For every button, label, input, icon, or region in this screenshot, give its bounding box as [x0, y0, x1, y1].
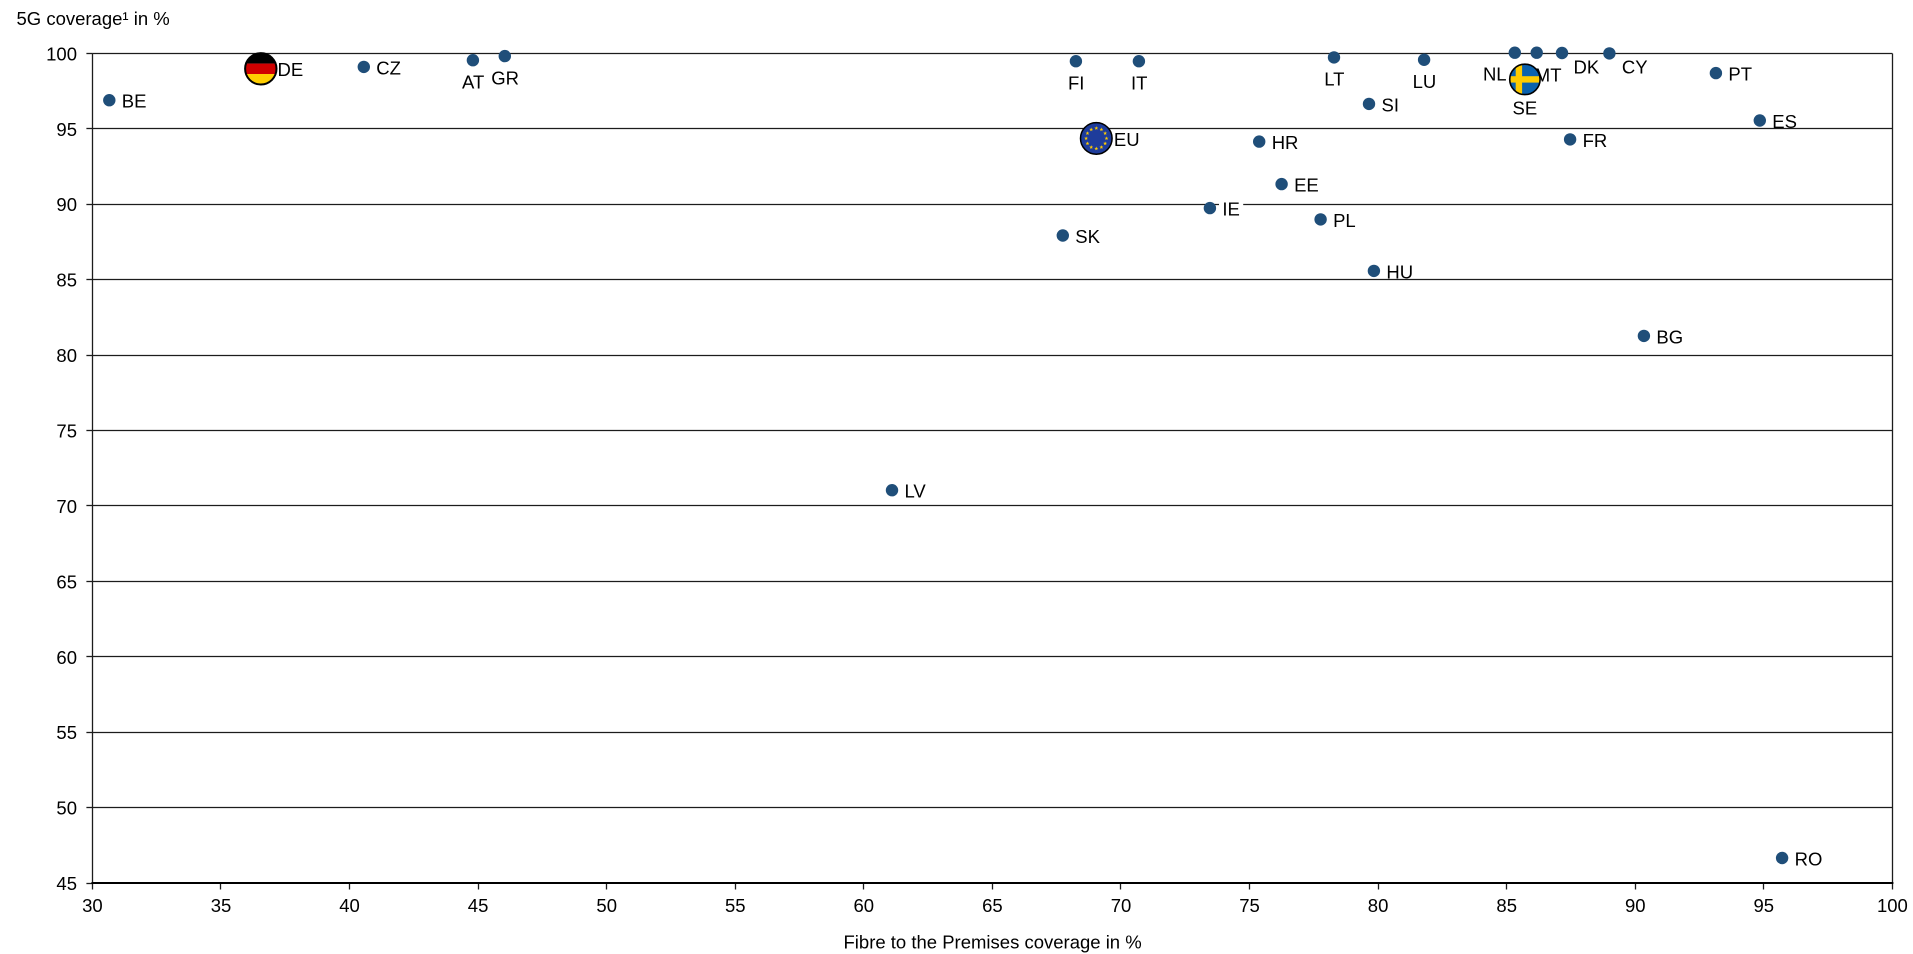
svg-text:DE: DE [278, 59, 304, 80]
svg-text:50: 50 [596, 895, 617, 916]
svg-text:ES: ES [1772, 111, 1797, 132]
svg-text:AT: AT [462, 71, 484, 92]
svg-text:90: 90 [56, 194, 77, 215]
svg-text:SI: SI [1382, 94, 1399, 115]
svg-text:50: 50 [56, 798, 77, 819]
svg-text:MT: MT [1535, 64, 1562, 85]
svg-text:30: 30 [82, 895, 103, 916]
svg-text:45: 45 [468, 895, 489, 916]
svg-text:85: 85 [56, 270, 77, 291]
svg-text:95: 95 [1754, 895, 1775, 916]
svg-text:80: 80 [1368, 895, 1389, 916]
svg-text:LV: LV [905, 481, 927, 502]
svg-text:55: 55 [725, 895, 746, 916]
svg-text:75: 75 [56, 421, 77, 442]
svg-text:CZ: CZ [376, 57, 401, 78]
svg-text:DK: DK [1574, 57, 1600, 78]
svg-text:90: 90 [1625, 895, 1646, 916]
svg-text:FI: FI [1068, 72, 1084, 93]
svg-text:SK: SK [1075, 226, 1100, 247]
svg-text:40: 40 [339, 895, 360, 916]
svg-text:70: 70 [1111, 895, 1132, 916]
svg-text:NL: NL [1483, 63, 1507, 84]
svg-text:FR: FR [1583, 130, 1608, 151]
svg-text:85: 85 [1496, 895, 1517, 916]
svg-text:RO: RO [1795, 848, 1823, 869]
svg-text:100: 100 [1877, 895, 1908, 916]
svg-text:55: 55 [56, 722, 77, 743]
svg-text:65: 65 [982, 895, 1003, 916]
svg-text:60: 60 [56, 647, 77, 668]
svg-text:45: 45 [56, 873, 77, 894]
svg-text:EE: EE [1294, 175, 1319, 196]
svg-text:LU: LU [1413, 71, 1437, 92]
svg-text:HR: HR [1272, 132, 1299, 153]
svg-text:BE: BE [122, 91, 147, 112]
svg-text:IT: IT [1131, 72, 1147, 93]
svg-text:5G coverage¹ in %: 5G coverage¹ in % [17, 8, 170, 29]
svg-text:75: 75 [1239, 895, 1260, 916]
svg-text:Fibre to the Premises coverage: Fibre to the Premises coverage in % [844, 932, 1142, 953]
svg-text:80: 80 [56, 345, 77, 366]
svg-text:CY: CY [1622, 56, 1648, 77]
svg-text:100: 100 [46, 43, 77, 64]
svg-text:70: 70 [56, 496, 77, 517]
svg-text:GR: GR [491, 67, 519, 88]
svg-text:35: 35 [211, 895, 232, 916]
svg-text:95: 95 [56, 119, 77, 140]
svg-text:60: 60 [854, 895, 875, 916]
svg-text:EU: EU [1114, 129, 1140, 150]
svg-text:PL: PL [1333, 210, 1356, 231]
svg-text:65: 65 [56, 571, 77, 592]
svg-text:SE: SE [1513, 98, 1538, 119]
svg-text:BG: BG [1656, 326, 1683, 347]
svg-text:PT: PT [1728, 64, 1752, 85]
svg-text:IE: IE [1222, 199, 1239, 220]
svg-text:LT: LT [1324, 69, 1344, 90]
svg-text:HU: HU [1386, 261, 1413, 282]
